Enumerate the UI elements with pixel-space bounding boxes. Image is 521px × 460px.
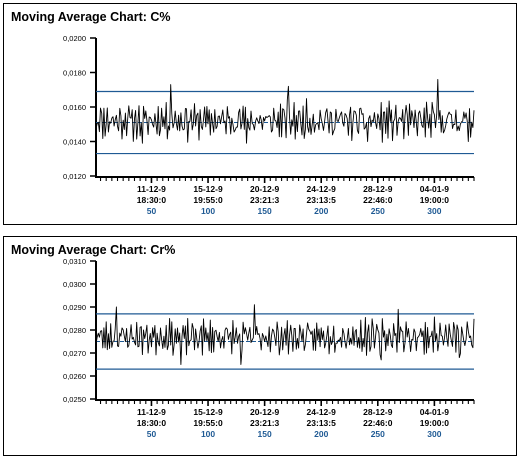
y-tick-label: 0,0140: [63, 138, 86, 147]
y-tick-label: 0,0280: [63, 326, 86, 335]
x-tick-date-label: 11-12-9: [137, 184, 166, 194]
x-tick-date-label: 15-12-9: [193, 184, 223, 194]
y-tick-label: 0,0310: [63, 257, 86, 266]
x-tick-date-label: 04-01-9: [420, 184, 450, 194]
x-tick-index-label: 50: [147, 429, 157, 439]
chart-c-plot: 0,0120 0,0140 0,0160 0,0180 0,0200 11-12-918:…: [63, 34, 475, 216]
x-tick-index-label: 200: [314, 206, 328, 216]
x-tick-time-label: 22:46:0: [363, 195, 393, 205]
y-tick-label: 0,0300: [63, 280, 86, 289]
data-series-line: [95, 78, 475, 144]
x-tick-index-label: 300: [427, 429, 441, 439]
y-tick-label: 0,0270: [63, 349, 86, 358]
x-tick-time-label: 18:30:0: [137, 418, 167, 428]
x-tick-index-label: 100: [201, 429, 215, 439]
y-tick-label: 0,0290: [63, 303, 86, 312]
x-tick-time-label: 19:55:0: [193, 195, 223, 205]
x-tick-index-label: 250: [371, 429, 385, 439]
x-tick-time-label: 19:00:0: [420, 418, 450, 428]
x-tick-index-label: 250: [371, 206, 385, 216]
y-tick-label: 0,0200: [63, 34, 86, 43]
x-tick-time-label: 18:30:0: [137, 195, 167, 205]
x-tick-time-label: 23:21:3: [250, 418, 280, 428]
x-tick-time-label: 23:13:5: [307, 195, 337, 205]
y-tick-label: 0,0250: [63, 395, 86, 404]
x-tick-index-label: 200: [314, 429, 328, 439]
x-tick-date-label: 28-12-9: [363, 184, 393, 194]
x-tick-date-label: 28-12-9: [363, 407, 393, 417]
x-tick-date-label: 20-12-9: [250, 184, 280, 194]
chart-title: Moving Average Chart: C%: [11, 10, 171, 24]
x-tick-index-label: 150: [258, 429, 272, 439]
x-tick-date-label: 24-12-9: [307, 184, 337, 194]
x-tick-date-label: 20-12-9: [250, 407, 280, 417]
chart-panel-c: Moving Average Chart: C% 0,0120 0,0140 0,0…: [3, 3, 517, 225]
x-tick-index-label: 100: [201, 206, 215, 216]
chart-cr-plot: 0,0250 0,0260 0,0270 0,0280 0,0290 0,0300 0,03…: [63, 257, 475, 439]
y-tick-label: 0,0120: [63, 172, 86, 181]
x-tick-index-label: 300: [427, 206, 441, 216]
x-tick-date-label: 04-01-9: [420, 407, 450, 417]
x-tick-time-label: 19:00:0: [420, 195, 450, 205]
x-tick-index-label: 150: [258, 206, 272, 216]
x-tick-time-label: 19:55:0: [193, 418, 223, 428]
x-tick-time-label: 22:46:0: [363, 418, 393, 428]
chart-panel-cr: Moving Average Chart: Cr% 0,0250 0,0260 0,…: [3, 236, 517, 456]
x-tick-time-label: 23:13:5: [307, 418, 337, 428]
x-tick-date-label: 15-12-9: [193, 407, 223, 417]
y-tick-label: 0,0160: [63, 103, 86, 112]
x-tick-index-label: 50: [147, 206, 157, 216]
data-series-line: [95, 304, 475, 365]
x-tick-time-label: 23:21:3: [250, 195, 280, 205]
y-tick-label: 0,0180: [63, 69, 86, 78]
x-tick-date-label: 11-12-9: [137, 407, 166, 417]
chart-title: Moving Average Chart: Cr%: [11, 243, 176, 257]
y-tick-label: 0,0260: [63, 372, 86, 381]
x-tick-date-label: 24-12-9: [307, 407, 337, 417]
